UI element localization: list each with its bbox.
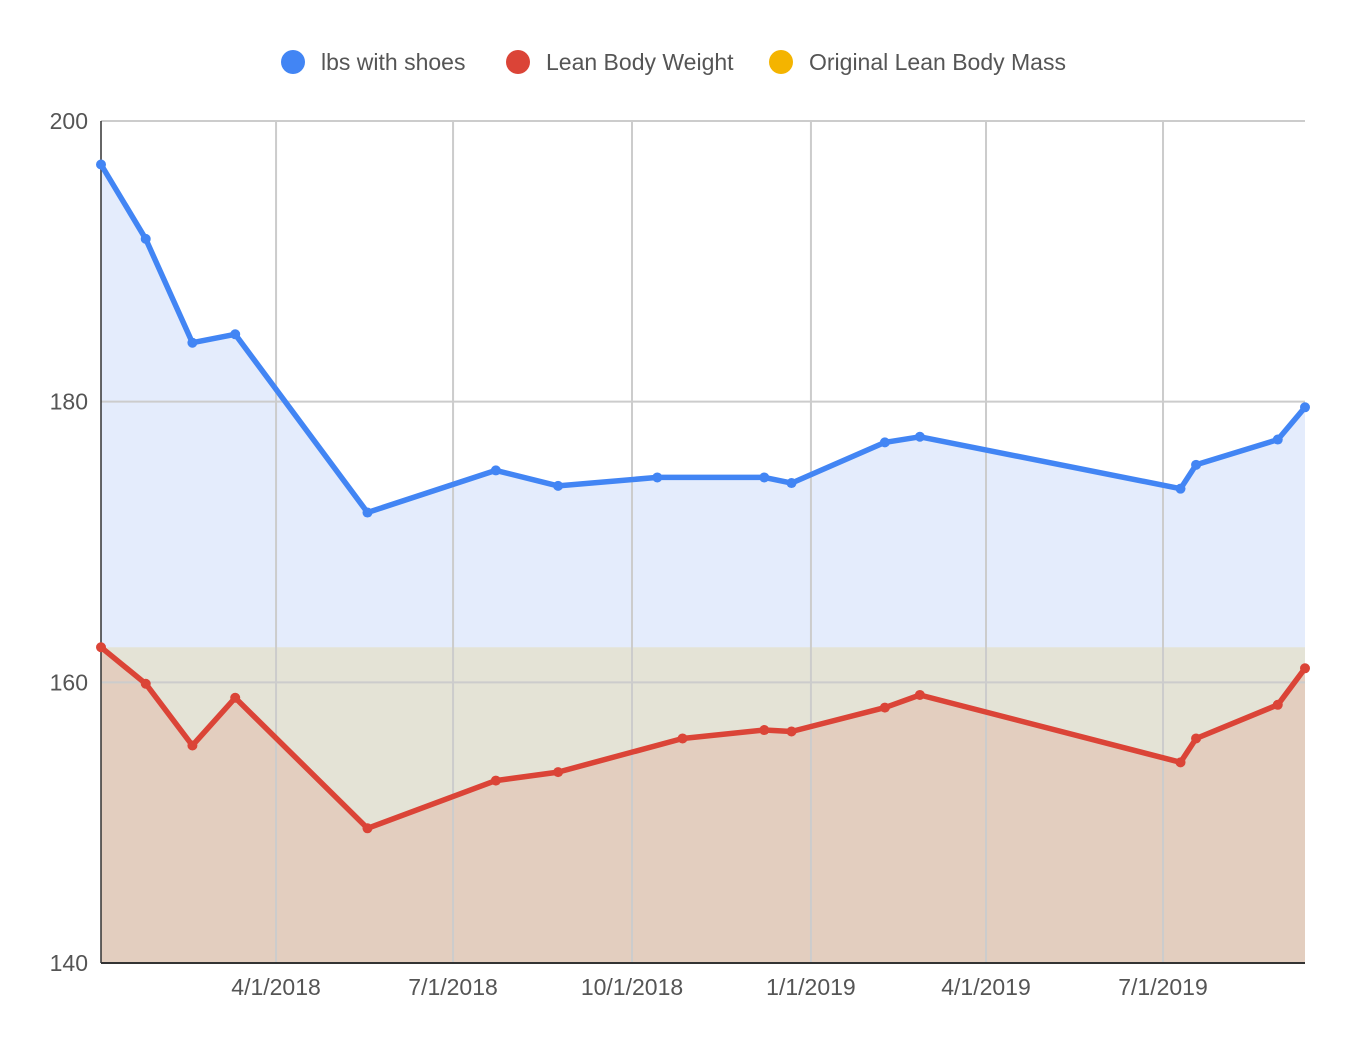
area-fills xyxy=(101,165,1305,964)
data-point[interactable] xyxy=(915,690,925,700)
legend-label: Lean Body Weight xyxy=(546,49,734,75)
data-point[interactable] xyxy=(1191,733,1201,743)
data-point[interactable] xyxy=(678,733,688,743)
data-point[interactable] xyxy=(1273,700,1283,710)
data-point[interactable] xyxy=(880,437,890,447)
data-point[interactable] xyxy=(491,465,501,475)
data-point[interactable] xyxy=(915,432,925,442)
data-point[interactable] xyxy=(1191,460,1201,470)
legend-item-0[interactable]: lbs with shoes xyxy=(281,49,465,75)
data-point[interactable] xyxy=(362,508,372,518)
legend-swatch xyxy=(281,50,305,74)
data-point[interactable] xyxy=(96,160,106,170)
data-point[interactable] xyxy=(230,329,240,339)
y-tick-label: 200 xyxy=(50,108,88,134)
legend-item-2[interactable]: Original Lean Body Mass xyxy=(769,49,1066,75)
legend-swatch xyxy=(506,50,530,74)
data-point[interactable] xyxy=(1300,663,1310,673)
legend-label: Original Lean Body Mass xyxy=(809,49,1066,75)
x-tick-label: 7/1/2018 xyxy=(408,974,498,1000)
data-point[interactable] xyxy=(652,472,662,482)
data-point[interactable] xyxy=(553,767,563,777)
x-tick-label: 10/1/2018 xyxy=(581,974,683,1000)
data-point[interactable] xyxy=(787,478,797,488)
data-point[interactable] xyxy=(1300,402,1310,412)
x-tick-label: 4/1/2018 xyxy=(231,974,321,1000)
y-tick-label: 180 xyxy=(50,389,88,415)
data-point[interactable] xyxy=(1176,757,1186,767)
data-point[interactable] xyxy=(187,338,197,348)
data-point[interactable] xyxy=(759,472,769,482)
data-point[interactable] xyxy=(1273,435,1283,445)
x-tick-label: 7/1/2019 xyxy=(1118,974,1208,1000)
data-point[interactable] xyxy=(880,703,890,713)
legend-item-1[interactable]: Lean Body Weight xyxy=(506,49,734,75)
data-point[interactable] xyxy=(362,823,372,833)
data-point[interactable] xyxy=(1176,484,1186,494)
legend[interactable]: lbs with shoes Lean Body Weight Original L… xyxy=(281,49,1066,75)
data-point[interactable] xyxy=(759,725,769,735)
y-tick-label: 160 xyxy=(50,669,88,695)
data-point[interactable] xyxy=(187,740,197,750)
legend-swatch xyxy=(769,50,793,74)
x-tick-label: 4/1/2019 xyxy=(941,974,1031,1000)
data-point[interactable] xyxy=(141,234,151,244)
y-tick-label: 140 xyxy=(50,950,88,976)
legend-label: lbs with shoes xyxy=(321,49,465,75)
data-point[interactable] xyxy=(787,726,797,736)
data-point[interactable] xyxy=(491,776,501,786)
data-point[interactable] xyxy=(553,481,563,491)
data-point[interactable] xyxy=(96,642,106,652)
data-point[interactable] xyxy=(230,693,240,703)
x-tick-label: 1/1/2019 xyxy=(766,974,856,1000)
data-point[interactable] xyxy=(141,679,151,689)
